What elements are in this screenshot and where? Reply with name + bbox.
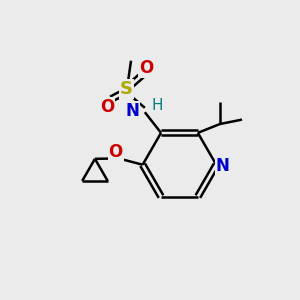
Text: N: N — [126, 102, 140, 120]
Text: O: O — [108, 143, 123, 161]
Text: O: O — [139, 59, 153, 77]
Text: O: O — [100, 98, 114, 116]
Text: S: S — [120, 80, 133, 98]
Text: H: H — [151, 98, 163, 113]
Text: N: N — [216, 157, 230, 175]
